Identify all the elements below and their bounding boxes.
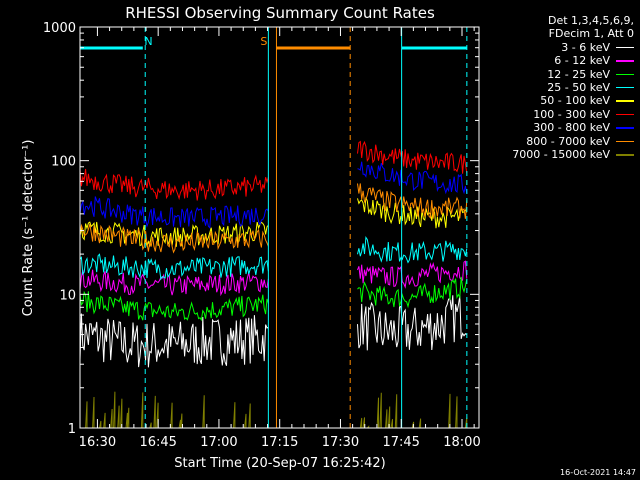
legend: Det 1,3,4,5,6,9, FDecim 1, Att 0 3 - 6 k… xyxy=(482,14,634,161)
series-line-1-seg1 xyxy=(79,269,269,297)
legend-swatch xyxy=(616,127,634,129)
legend-swatch xyxy=(616,86,634,89)
annotation-label: N xyxy=(144,35,152,48)
legend-item: 12 - 25 keV xyxy=(482,68,634,81)
legend-label: 100 - 300 keV xyxy=(533,107,610,121)
y-tick-label: 10 xyxy=(59,288,76,303)
legend-swatch xyxy=(616,60,634,62)
legend-item: 25 - 50 keV xyxy=(482,81,634,94)
series-line-7-seg2 xyxy=(357,183,468,220)
legend-swatch xyxy=(616,154,634,156)
series-line-6-seg1 xyxy=(79,196,269,229)
y-tick-label: 1000 xyxy=(43,21,76,36)
plot-frame xyxy=(79,26,480,429)
legend-swatch xyxy=(616,46,634,49)
x-tick-label: 17:45 xyxy=(382,435,419,450)
series-line-0-seg1 xyxy=(79,313,269,368)
chart-title: RHESSI Observing Summary Count Rates xyxy=(125,4,435,22)
legend-label: 25 - 50 keV xyxy=(547,81,610,95)
legend-label: 800 - 7000 keV xyxy=(526,134,610,148)
series-line-8-seg1 xyxy=(79,391,269,429)
legend-swatch xyxy=(616,73,634,76)
x-tick-label: 17:15 xyxy=(261,435,298,450)
x-tick-label: 17:30 xyxy=(322,435,359,450)
annotation-label: S xyxy=(260,35,267,48)
timestamp: 16-Oct-2021 14:47 xyxy=(560,468,636,477)
y-axis-title: Count Rate (s⁻¹ detector⁻¹) xyxy=(21,140,36,317)
legend-item: 100 - 300 keV xyxy=(482,108,634,121)
legend-swatch xyxy=(616,113,634,116)
legend-item: 6 - 12 keV xyxy=(482,54,634,67)
x-tick-label: 18:00 xyxy=(443,435,480,450)
series-line-3-seg2 xyxy=(357,236,468,264)
legend-header-line-1: Det 1,3,4,5,6,9, xyxy=(547,14,634,27)
series-line-6-seg2 xyxy=(357,161,468,195)
legend-header-line-2: FDecim 1, Att 0 xyxy=(548,27,634,41)
series-line-2-seg2 xyxy=(357,276,468,309)
series-line-1-seg2 xyxy=(357,260,468,289)
series-line-4-seg2 xyxy=(357,197,468,229)
legend-item: 3 - 6 keV xyxy=(482,41,634,54)
y-tick-label: 100 xyxy=(51,155,76,170)
legend-label: 3 - 6 keV xyxy=(561,40,610,54)
series-line-5-seg1 xyxy=(79,168,269,201)
series-line-0-seg2 xyxy=(357,295,468,351)
series-line-4-seg1 xyxy=(79,221,269,248)
legend-label: 7000 - 15000 keV xyxy=(512,148,610,162)
legend-swatch xyxy=(616,100,634,102)
x-axis-title: Start Time (20-Sep-07 16:25:42) xyxy=(174,456,385,471)
legend-item: 50 - 100 keV xyxy=(482,94,634,107)
legend-label: 6 - 12 keV xyxy=(554,54,610,68)
legend-label: 12 - 25 keV xyxy=(547,67,610,81)
legend-item: 7000 - 15000 keV xyxy=(482,148,634,161)
y-tick-label: 1 xyxy=(68,422,76,437)
series-line-7-seg1 xyxy=(79,223,269,254)
x-tick-label: 17:00 xyxy=(200,435,237,450)
legend-item: 300 - 800 keV xyxy=(482,121,634,134)
legend-label: 50 - 100 keV xyxy=(540,94,610,108)
series-line-2-seg1 xyxy=(79,290,269,322)
x-tick-label: 16:30 xyxy=(79,435,116,450)
series-line-3-seg1 xyxy=(79,253,269,281)
series-line-5-seg2 xyxy=(357,140,468,174)
x-tick-label: 16:45 xyxy=(139,435,176,450)
legend-swatch xyxy=(616,140,634,143)
series-line-8-seg2 xyxy=(357,392,468,429)
legend-item: 800 - 7000 keV xyxy=(482,135,634,148)
legend-label: 300 - 800 keV xyxy=(533,121,610,135)
